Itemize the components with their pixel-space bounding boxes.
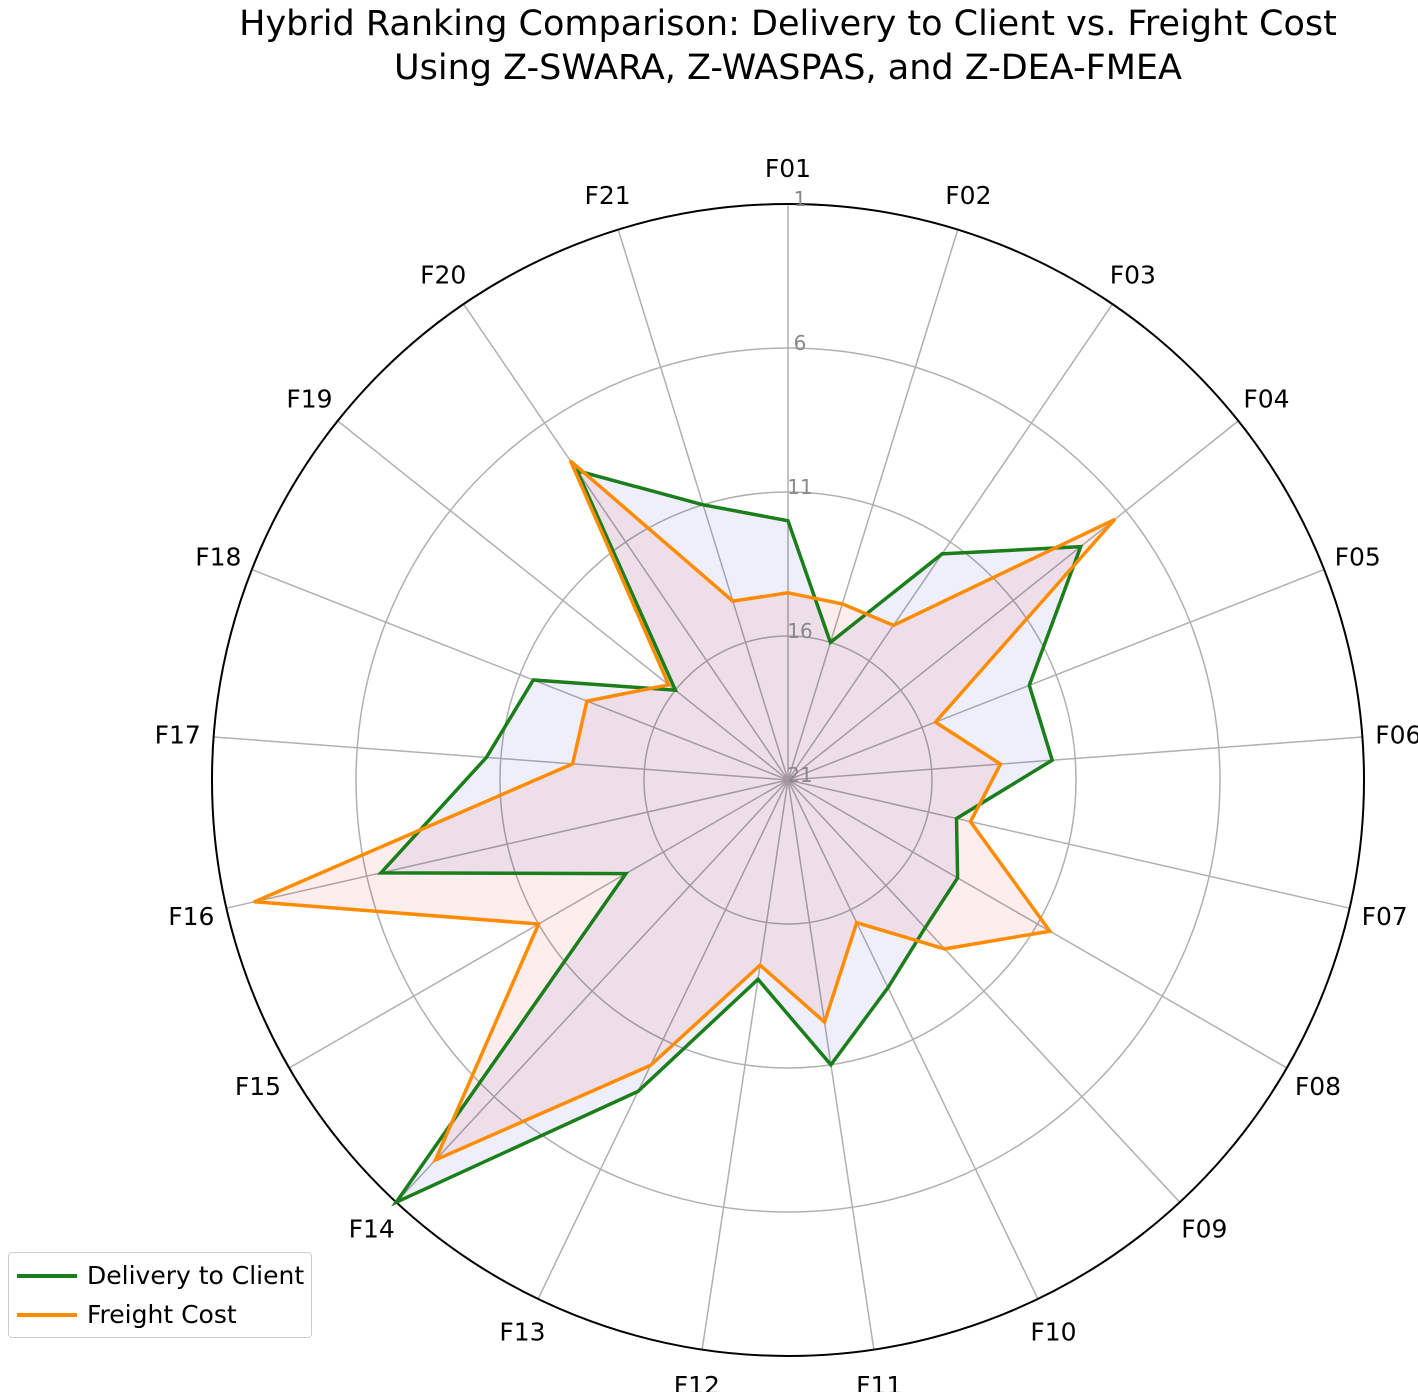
series-0-point-f02 bbox=[828, 640, 832, 644]
radial-tick-label-0: 1 bbox=[794, 187, 807, 211]
radial-tick-label-2: 11 bbox=[787, 475, 812, 499]
series-0-point-f06 bbox=[1050, 758, 1054, 762]
legend-label-freight: Freight Cost bbox=[87, 1300, 237, 1329]
series-0-point-f08 bbox=[956, 876, 960, 880]
series-0-point-f04 bbox=[1079, 545, 1083, 549]
series-0-point-f19 bbox=[673, 688, 677, 692]
axis-label-f18: F18 bbox=[195, 542, 241, 571]
legend-item-freight: Freight Cost bbox=[9, 1300, 311, 1330]
series-line-1 bbox=[253, 459, 1116, 1164]
legend: Delivery to Client Freight Cost bbox=[8, 1252, 312, 1338]
series-1-point-f14 bbox=[433, 1158, 437, 1162]
axis-label-f08: F08 bbox=[1295, 1072, 1341, 1101]
axis-label-f07: F07 bbox=[1362, 902, 1408, 931]
series-1-point-f15 bbox=[537, 922, 541, 926]
series-0-point-f17 bbox=[484, 755, 488, 759]
series-1-point-f09 bbox=[943, 947, 947, 951]
series-1-point-f11 bbox=[823, 1020, 826, 1024]
series-layer bbox=[253, 459, 1116, 1207]
axis-label-f19: F19 bbox=[286, 384, 332, 413]
series-0-point-f14 bbox=[394, 1200, 398, 1204]
axis-label-f16: F16 bbox=[168, 902, 214, 931]
axis-label-f15: F15 bbox=[235, 1072, 281, 1101]
axis-label-f20: F20 bbox=[420, 260, 466, 289]
axis-label-f11: F11 bbox=[856, 1371, 902, 1392]
axis-label-f12: F12 bbox=[674, 1371, 720, 1392]
series-1-point-f13 bbox=[649, 1063, 652, 1067]
series-1-point-f07 bbox=[969, 820, 972, 824]
axis-label-f03: F03 bbox=[1110, 260, 1156, 289]
axis-label-f09: F09 bbox=[1181, 1215, 1227, 1244]
chart-title-line-1: Hybrid Ranking Comparison: Delivery to C… bbox=[239, 4, 1337, 44]
series-0-point-f18 bbox=[531, 678, 535, 682]
series-1-point-f04 bbox=[1113, 518, 1116, 522]
axis-label-f02: F02 bbox=[945, 181, 991, 210]
series-1-point-f10 bbox=[855, 921, 859, 925]
axis-label-f21: F21 bbox=[584, 181, 630, 210]
series-0-point-f15 bbox=[624, 872, 628, 876]
chart-title-line-2: Using Z-SWARA, Z-WASPAS, and Z-DEA-FMEA bbox=[394, 48, 1182, 88]
series-1-point-f16 bbox=[253, 900, 256, 904]
radial-tick-label-4: 21 bbox=[787, 763, 812, 787]
series-1-point-f20 bbox=[569, 459, 573, 463]
series-1-point-f17 bbox=[571, 762, 575, 766]
series-1-point-f08 bbox=[1048, 929, 1052, 933]
series-1-point-f03 bbox=[892, 623, 895, 627]
series-fill-1 bbox=[254, 461, 1115, 1161]
series-1-point-f18 bbox=[585, 699, 589, 703]
series-line-0 bbox=[376, 468, 1084, 1207]
series-0-point-f05 bbox=[1027, 683, 1031, 687]
series-0-point-f11 bbox=[829, 1063, 833, 1067]
axis-label-f06: F06 bbox=[1375, 720, 1418, 749]
series-0-point-f21 bbox=[701, 503, 705, 507]
series-0-point-f10 bbox=[886, 986, 890, 990]
series-0-point-f16 bbox=[379, 871, 383, 875]
axis-label-f13: F13 bbox=[499, 1317, 545, 1346]
series-1-point-f12 bbox=[758, 963, 762, 967]
axis-label-f05: F05 bbox=[1335, 542, 1381, 571]
label-layer: 16111621F01F02F03F04F05F06F07F08F09F10F1… bbox=[155, 154, 1418, 1392]
outer-frame bbox=[211, 203, 1365, 1357]
legend-swatch-freight bbox=[17, 1313, 77, 1317]
series-1-point-f01 bbox=[786, 591, 790, 595]
series-1-point-f21 bbox=[731, 599, 735, 603]
series-0-point-f13 bbox=[636, 1089, 640, 1093]
legend-item-delivery: Delivery to Client bbox=[9, 1261, 311, 1291]
radial-tick-label-3: 16 bbox=[787, 619, 812, 643]
series-0-point-f01 bbox=[786, 519, 790, 523]
series-1-point-f06 bbox=[999, 762, 1002, 766]
axis-label-f10: F10 bbox=[1030, 1317, 1076, 1346]
series-0-point-f03 bbox=[940, 552, 944, 556]
axis-label-f01: F01 bbox=[765, 154, 811, 183]
chart-title: Hybrid Ranking Comparison: Delivery to C… bbox=[0, 2, 1418, 90]
axis-label-f14: F14 bbox=[349, 1215, 395, 1244]
series-0-point-f09 bbox=[923, 926, 927, 930]
series-1-point-f19 bbox=[667, 683, 671, 687]
series-0-point-f07 bbox=[955, 817, 958, 820]
legend-label-delivery: Delivery to Client bbox=[87, 1261, 305, 1290]
series-0-point-f12 bbox=[756, 977, 760, 981]
axis-label-f17: F17 bbox=[155, 720, 201, 749]
series-1-point-f05 bbox=[934, 720, 937, 724]
series-1-point-f02 bbox=[840, 602, 844, 606]
legend-swatch-delivery bbox=[17, 1274, 77, 1278]
radial-tick-label-1: 6 bbox=[794, 331, 807, 355]
axis-label-f04: F04 bbox=[1243, 384, 1289, 413]
